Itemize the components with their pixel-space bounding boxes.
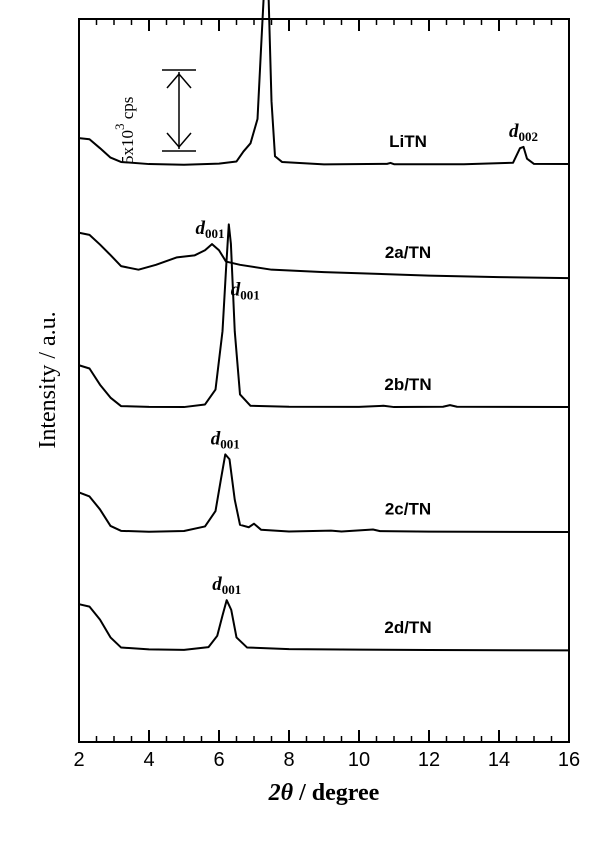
scale-bar-label: 5x103 cps (112, 97, 137, 164)
x-tick-label-8: 8 (283, 749, 294, 771)
x-axis-title: 2θ / degree (268, 780, 380, 806)
x-tick-label-2: 2 (73, 749, 84, 771)
series-label-2c-tn: 2c/TN (385, 499, 431, 518)
x-tick-label-6: 6 (213, 749, 224, 771)
series-label-litn: LiTN (389, 132, 427, 151)
series-labels: LiTN 2a/TN 2b/TN 2c/TN 2d/TN (384, 132, 431, 637)
x-axis-tick-labels: 2 4 6 8 10 12 14 16 (73, 749, 580, 771)
series-label-2d-tn: 2d/TN (384, 618, 431, 637)
series-label-2a-tn: 2a/TN (385, 243, 431, 262)
peak-label-2b-tn-d001: d001 (231, 280, 260, 303)
series-line-2a-tn (78, 231, 570, 280)
peak-label-2d-tn-d001: d001 (212, 574, 241, 597)
peak-label-litn-d002: d002 (509, 121, 538, 144)
series-line-2b-tn (78, 223, 570, 409)
scale-bar-arrow-up (166, 72, 192, 89)
series-line-2c-tn (78, 453, 570, 533)
series-lines (78, 0, 570, 652)
x-tick-label-4: 4 (143, 749, 154, 771)
peak-labels: d001d002d001d001d001d001 (196, 121, 539, 597)
series-label-2b-tn: 2b/TN (384, 375, 431, 394)
x-tick-label-16: 16 (558, 749, 580, 771)
series-line-2d-tn (78, 599, 570, 652)
scale-bar-arrow-down (166, 132, 192, 149)
peak-label-2a-tn-d001: d001 (196, 218, 225, 241)
series-line-litn (78, 0, 570, 166)
y-axis-title: Intensity / a.u. (35, 311, 61, 448)
x-tick-label-10: 10 (348, 749, 370, 771)
peak-label-2c-tn-d001: d001 (211, 428, 240, 451)
x-tick-label-12: 12 (418, 749, 440, 771)
x-tick-label-14: 14 (488, 749, 510, 771)
plot-frame (78, 18, 570, 743)
scale-bar: 5x103 cps (112, 69, 196, 164)
x-axis-ticks (78, 19, 570, 742)
